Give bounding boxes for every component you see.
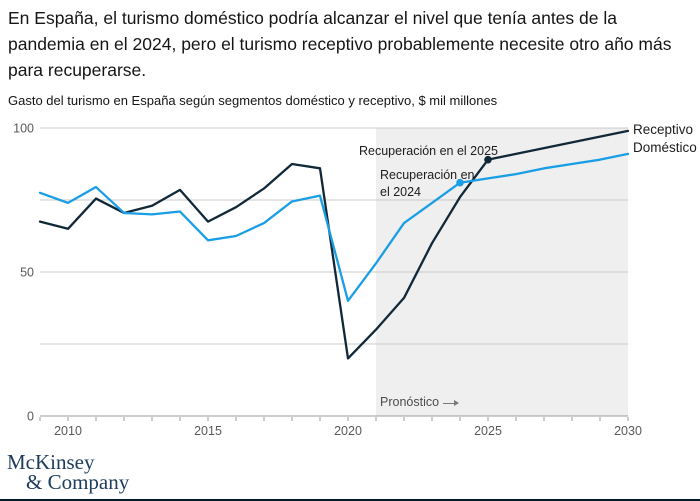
- forecast-label-text: Pronóstico: [380, 395, 440, 409]
- bottom-divider: [0, 499, 700, 501]
- x-tick-label: 2020: [334, 424, 362, 438]
- logo-line2: & Company: [26, 470, 130, 494]
- x-tick-label: 2025: [474, 424, 502, 438]
- mckinsey-logo: McKinsey & Company: [7, 450, 130, 494]
- logo-line1: McKinsey: [7, 450, 95, 474]
- x-tick-label: 2015: [194, 424, 222, 438]
- marker-receptivo-2025: [484, 155, 492, 164]
- annotation-line: Recuperación en: [380, 168, 475, 182]
- x-tick-label: 2010: [54, 424, 82, 438]
- series-line-doméstico: [38, 152, 630, 302]
- right-arrow-icon: [443, 399, 460, 406]
- series-line-receptivo: [38, 129, 630, 360]
- y-tick-label: 100: [13, 122, 34, 136]
- y-tick-label: 0: [27, 410, 34, 424]
- marker-doméstico-2024: [456, 178, 464, 187]
- legend-label-receptivo: Receptivo: [633, 122, 694, 137]
- annotation-recovery-2024: Recuperación en el 2024: [380, 167, 475, 201]
- tourism-line-chart: 2010 2015 2020 2025 2030 0 50 100: [13, 122, 642, 439]
- annotation-line: Recuperación en el 2025: [359, 144, 498, 158]
- chart-subtitle: Gasto del turismo en España según segmen…: [8, 93, 498, 108]
- annotation-line: el 2024: [380, 185, 422, 199]
- annotation-recovery-2025: Recuperación en el 2025: [359, 143, 498, 160]
- forecast-label: Pronóstico: [380, 395, 460, 409]
- x-tick-label: 2030: [614, 424, 642, 438]
- y-tick-label: 50: [20, 266, 34, 280]
- legend-label-domestico: Doméstico: [633, 140, 697, 155]
- page-title: En España, el turismo doméstico podría a…: [8, 8, 672, 80]
